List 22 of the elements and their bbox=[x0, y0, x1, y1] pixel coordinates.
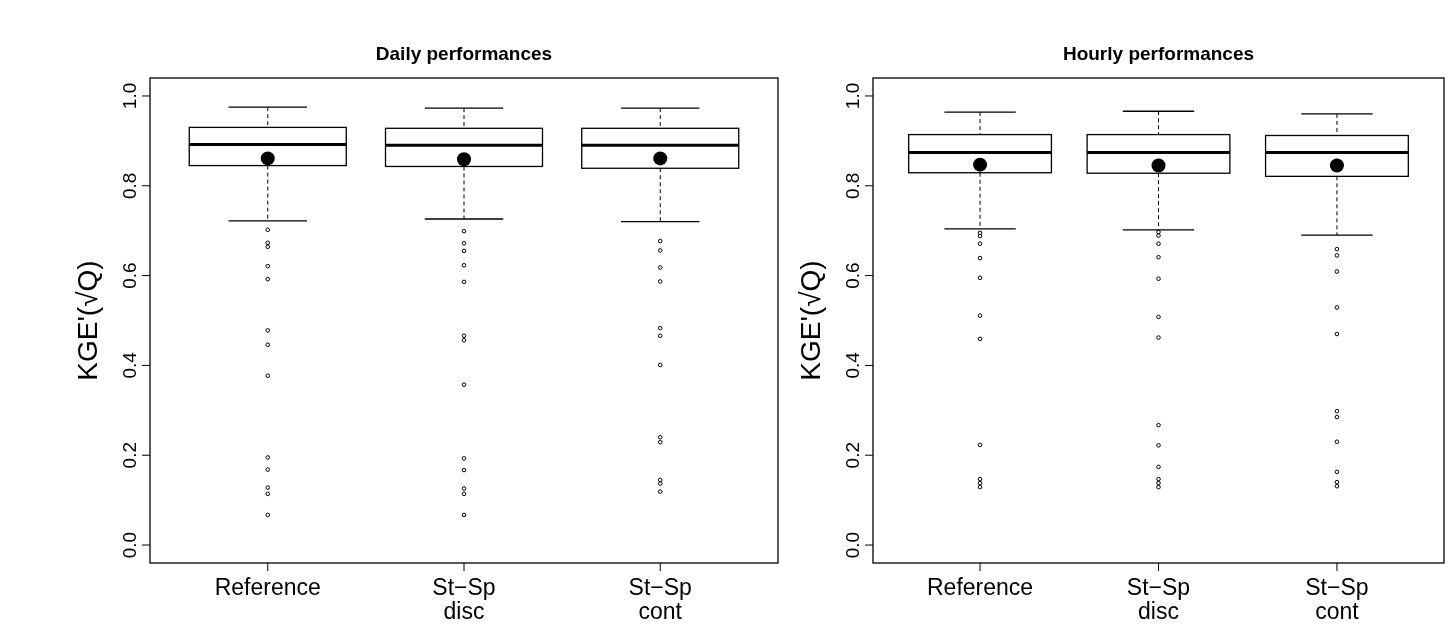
y-tick-label: 0.4 bbox=[119, 351, 140, 379]
x-tick-label: St−Sp disc bbox=[1126, 574, 1191, 624]
chart-title: Hourly performances bbox=[1062, 43, 1255, 64]
y-axis-title: KGE'(√Q) bbox=[795, 260, 826, 381]
y-tick-label: 1.0 bbox=[842, 82, 863, 110]
y-tick-label: 0.0 bbox=[119, 531, 140, 559]
x-tick-label: St−Sp cont bbox=[1305, 574, 1369, 624]
y-tick-label: 0.0 bbox=[842, 531, 863, 559]
y-tick-label: 0.8 bbox=[119, 172, 140, 199]
y-tick-label: 0.4 bbox=[842, 351, 863, 379]
x-tick-label: Reference bbox=[214, 574, 321, 600]
y-tick-label: 1.0 bbox=[119, 82, 140, 110]
y-tick-label: 0.6 bbox=[842, 262, 863, 289]
y-tick-label: 0.2 bbox=[119, 442, 140, 469]
y-tick-label: 0.8 bbox=[842, 172, 863, 199]
chart-title: Daily performances bbox=[375, 43, 553, 64]
y-tick-label: 0.6 bbox=[119, 262, 140, 289]
x-tick-label: Reference bbox=[927, 574, 1034, 600]
y-tick-label: 0.2 bbox=[842, 442, 863, 469]
x-tick-label: St−Sp cont bbox=[628, 574, 692, 624]
x-tick-label: St−Sp disc bbox=[432, 574, 496, 624]
y-axis-title: KGE'(√Q) bbox=[72, 260, 103, 381]
